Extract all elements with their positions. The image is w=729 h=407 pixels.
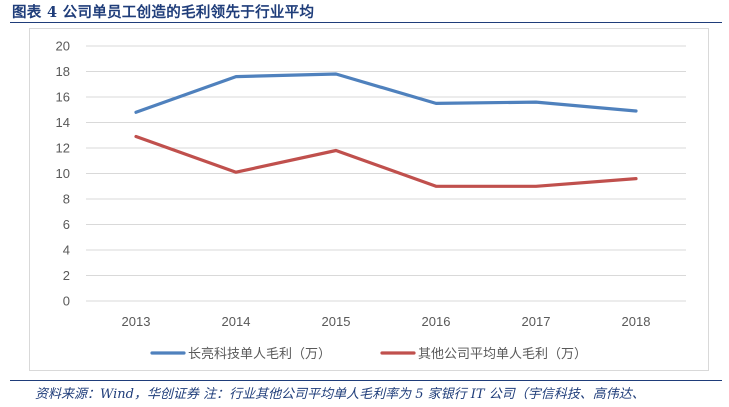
y-tick-label: 14 [56, 115, 70, 130]
title-rule [10, 22, 722, 23]
y-tick-label: 2 [63, 268, 70, 283]
legend-label-0: 长亮科技单人毛利（万） [188, 346, 331, 362]
y-tick-label: 4 [63, 243, 70, 258]
y-tick-labels: 0 2 4 6 8 10 12 14 16 18 20 [56, 39, 70, 309]
gridlines [86, 45, 686, 302]
series-line-0 [134, 72, 638, 114]
legend: 长亮科技单人毛利（万） 其他公司平均单人毛利（万） [150, 346, 587, 362]
x-tick-label: 2014 [222, 314, 251, 329]
y-tick-label: 8 [63, 192, 70, 207]
series-lines [134, 72, 638, 188]
y-tick-label: 18 [56, 64, 70, 79]
y-tick-label: 0 [63, 294, 70, 309]
chart-frame [29, 28, 709, 371]
y-tick-label: 16 [56, 90, 70, 105]
x-tick-label: 2018 [622, 314, 651, 329]
x-tick-labels: 2013 2014 2015 2016 2017 2018 [122, 314, 651, 329]
y-tick-label: 6 [63, 217, 70, 232]
x-tick-label: 2015 [322, 314, 351, 329]
figure-title: 图表 4 公司单员工创造的毛利领先于行业平均 [12, 4, 315, 21]
y-tick-label: 12 [56, 141, 70, 156]
x-tick-label: 2017 [522, 314, 551, 329]
x-tick-label: 2013 [122, 314, 151, 329]
series-line-1 [134, 134, 638, 188]
source-rule [10, 380, 722, 381]
y-tick-label: 10 [56, 166, 70, 181]
x-tick-label: 2016 [422, 314, 451, 329]
legend-label-1: 其他公司平均单人毛利（万） [418, 347, 587, 362]
y-tick-label: 20 [56, 39, 70, 54]
source-note: 资料来源：Wind，华创证券 注：行业其他公司平均单人毛利率为 5 家银行 IT… [35, 387, 645, 402]
